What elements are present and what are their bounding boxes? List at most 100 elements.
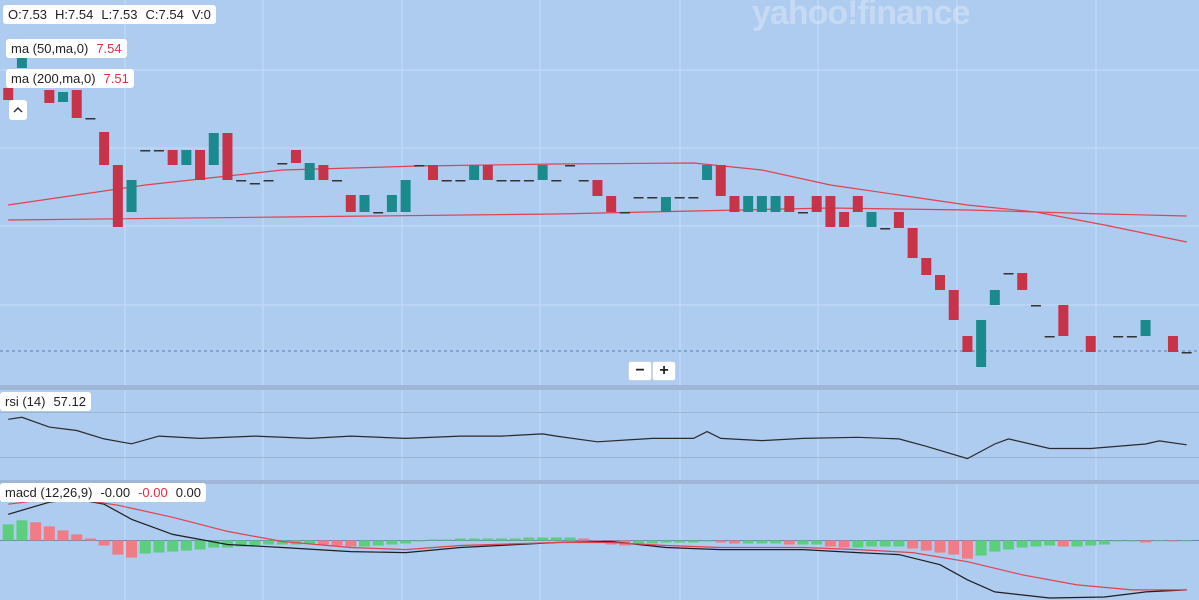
histogram-bar: [646, 540, 658, 544]
histogram-bar: [496, 538, 508, 541]
histogram-bar: [660, 540, 672, 543]
candle: [386, 195, 397, 212]
histogram-bar: [934, 540, 946, 553]
candle: [866, 212, 877, 227]
candle: [71, 90, 82, 118]
histogram-bar: [194, 540, 206, 550]
rsi-label: rsi (14) 57.12: [0, 392, 91, 411]
candle: [715, 165, 726, 196]
candle: [797, 212, 808, 214]
histogram-bar: [975, 540, 987, 556]
legend-value: 7.51: [103, 71, 129, 86]
candle: [688, 197, 699, 199]
histogram-bar: [345, 540, 357, 547]
histogram-bar: [537, 537, 549, 541]
watermark: yahoo!finance: [752, 0, 970, 32]
candle: [1058, 305, 1069, 336]
histogram-bar: [879, 540, 891, 547]
candle: [1140, 320, 1151, 336]
histogram-bar: [1030, 540, 1042, 547]
histogram-bar: [961, 540, 973, 559]
ohlc-low: L:7.53: [101, 7, 138, 22]
candle: [592, 180, 603, 196]
histogram-bar: [276, 540, 288, 545]
candle: [976, 320, 987, 367]
candle: [455, 180, 466, 182]
series-line: [8, 498, 1187, 591]
candle: [893, 212, 904, 228]
macd-signal-value: -0.00: [138, 485, 168, 500]
histogram-bar: [1153, 540, 1165, 542]
candle: [195, 150, 206, 180]
candle: [167, 150, 178, 165]
candle: [112, 165, 123, 227]
candle: [249, 183, 260, 185]
histogram-bar: [797, 540, 809, 545]
candle: [290, 150, 301, 163]
candle: [222, 133, 233, 180]
histogram-bar: [16, 520, 28, 541]
histogram-bar: [824, 540, 836, 547]
histogram-bar: [112, 540, 124, 555]
candle: [660, 197, 671, 212]
histogram-bar: [2, 524, 14, 541]
ohlc-close: C:7.54: [145, 7, 184, 22]
ohlc-open: O:7.53: [8, 7, 48, 22]
legend-ma200[interactable]: ma (200,ma,0) 7.51: [6, 69, 134, 88]
histogram-bar: [180, 540, 192, 551]
histogram-bar: [358, 540, 370, 547]
histogram-bar: [372, 540, 384, 546]
histogram-bar: [1140, 540, 1152, 543]
histogram-bar: [441, 539, 453, 541]
histogram-bar: [770, 540, 782, 544]
candle: [647, 197, 658, 199]
candle: [482, 165, 493, 180]
panel-divider: [0, 385, 1199, 390]
rsi-value: 57.12: [53, 394, 86, 409]
candle: [825, 196, 836, 227]
histogram-bar: [84, 538, 96, 541]
zoom-out[interactable]: −: [628, 361, 652, 381]
histogram-bar: [948, 540, 960, 555]
histogram-bar: [413, 540, 425, 542]
histogram-bar: [1181, 540, 1193, 542]
histogram-bar: [263, 540, 275, 545]
candle: [962, 336, 973, 352]
histogram-bar: [1057, 540, 1069, 547]
histogram-bar: [893, 540, 905, 547]
candle: [770, 196, 781, 212]
histogram-bar: [674, 540, 686, 543]
histogram-bar: [728, 540, 740, 544]
candle: [345, 195, 356, 212]
histogram-bar: [811, 540, 823, 545]
candle: [44, 90, 55, 103]
histogram-bar: [509, 538, 521, 541]
histogram-bar: [1098, 540, 1110, 545]
histogram-bar: [98, 540, 110, 546]
histogram-bar: [454, 538, 466, 541]
histogram-bar: [523, 537, 535, 541]
candle: [181, 150, 192, 165]
candle: [1030, 305, 1041, 307]
macd-title: macd (12,26,9): [5, 485, 93, 500]
candle: [469, 165, 480, 180]
zoom-in[interactable]: +: [652, 361, 676, 381]
candle: [99, 132, 110, 165]
legend-value: 7.54: [96, 41, 122, 56]
histogram-bar: [317, 540, 329, 545]
candle: [318, 165, 329, 180]
candle: [633, 197, 644, 199]
histogram-bar: [400, 540, 412, 544]
candle: [578, 180, 589, 182]
legend-ma50[interactable]: ma (50,ma,0) 7.54: [6, 39, 127, 58]
ohlc-volume: V:0: [191, 7, 211, 22]
histogram-bar: [989, 540, 1001, 552]
candle: [208, 133, 219, 165]
histogram-bar: [468, 538, 480, 541]
histogram-bar: [304, 540, 316, 544]
candle: [1085, 336, 1096, 352]
collapse-button[interactable]: [9, 100, 27, 120]
candle: [496, 180, 507, 182]
